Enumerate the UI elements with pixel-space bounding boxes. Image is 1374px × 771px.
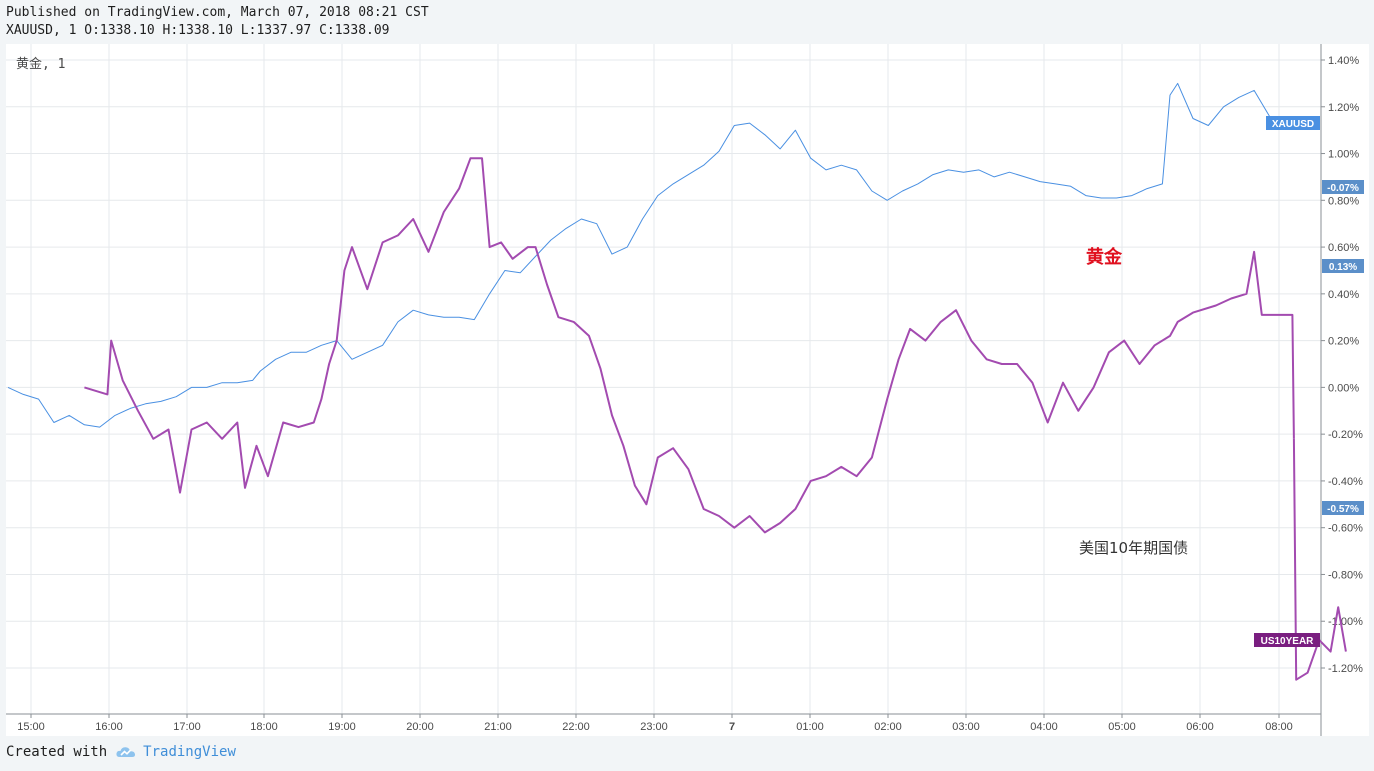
y-tick-label: 0.80% [1328,195,1359,207]
chart-pane[interactable]: 1.40% 1.20% 1.00% 0.80% 0.60% 0.40% 0.20% 0.00%… [6,44,1369,736]
annotation-text: 黄金 [1086,246,1123,268]
value-label: US10YEAR [1254,633,1320,647]
x-tick-label: 05:00 [1108,721,1136,733]
x-tick-label: 08:00 [1265,721,1293,733]
value-label-text: -0.07% [1327,183,1359,194]
series-line-xauusd-0 [7,82,1270,428]
ohlc-line: XAUUSD, 1 O:1338.10 H:1338.10 L:1337.97 … [6,23,390,38]
annotation-text: 美国10年期国债 [1079,539,1188,557]
y-tick-label: 0.60% [1328,242,1359,254]
published-line: Published on TradingView.com, March 07, … [6,5,429,20]
value-label: -0.57% [1322,501,1364,515]
grid-lines [6,44,1321,714]
x-tick-label: 17:00 [173,721,201,733]
value-label-bg [1322,180,1364,194]
tradingview-brand-text: TradingView [143,744,236,760]
x-tick-label: 7 [729,721,735,733]
value-label: XAUUSD [1266,116,1320,130]
pane-title: 黄金, 1 [16,56,65,72]
x-tick-label: 18:00 [250,721,278,733]
x-tick-label: 16:00 [95,721,123,733]
x-tick-label: 02:00 [874,721,902,733]
value-label-bg [1266,116,1320,130]
y-tick-label: -0.20% [1328,429,1363,441]
value-label-bg [1322,501,1364,515]
x-tick-label: 06:00 [1186,721,1214,733]
y-tick-label: -0.40% [1328,476,1363,488]
x-tick-label: 01:00 [796,721,824,733]
value-label-text: XAUUSD [1272,119,1314,130]
value-label-text: US10YEAR [1261,636,1315,647]
series-line-us10year-1 [84,157,1295,534]
x-tick-label: 03:00 [952,721,980,733]
y-tick-label: 1.20% [1328,102,1359,114]
chart-header: Published on TradingView.com, March 07, … [6,4,429,40]
x-tick-label: 22:00 [562,721,590,733]
tradingview-brand[interactable]: TradingView [115,742,236,762]
x-tick-label: 20:00 [406,721,434,733]
footer: Created with TradingView [6,742,236,762]
cloud-icon [116,747,136,757]
value-label-bg [1322,259,1364,273]
y-tick-label: -0.60% [1328,523,1363,535]
x-tick-label: 23:00 [640,721,668,733]
value-label-text: -0.57% [1327,504,1359,515]
y-tick-label: -1.00% [1328,616,1363,628]
y-tick-label: 0.20% [1328,336,1359,348]
value-label-text: 0.13% [1329,262,1357,273]
y-tick-label: -0.80% [1328,569,1363,581]
x-tick-label: 19:00 [328,721,356,733]
y-tick-label: 0.00% [1328,382,1359,394]
x-tick-label: 04:00 [1030,721,1058,733]
value-label-bg [1254,633,1320,647]
chart-svg[interactable]: 1.40% 1.20% 1.00% 0.80% 0.60% 0.40% 0.20% 0.00%… [6,44,1369,736]
y-tick-label: 1.00% [1328,149,1359,161]
value-label: 0.13% [1322,259,1364,273]
x-tick-label: 21:00 [484,721,512,733]
x-tick-label: 15:00 [17,721,45,733]
value-label: -0.07% [1322,180,1364,194]
y-tick-label: -1.20% [1328,663,1363,675]
y-tick-label: 1.40% [1328,55,1359,67]
created-with-label: Created with [6,744,108,760]
y-tick-label: 0.40% [1328,289,1359,301]
